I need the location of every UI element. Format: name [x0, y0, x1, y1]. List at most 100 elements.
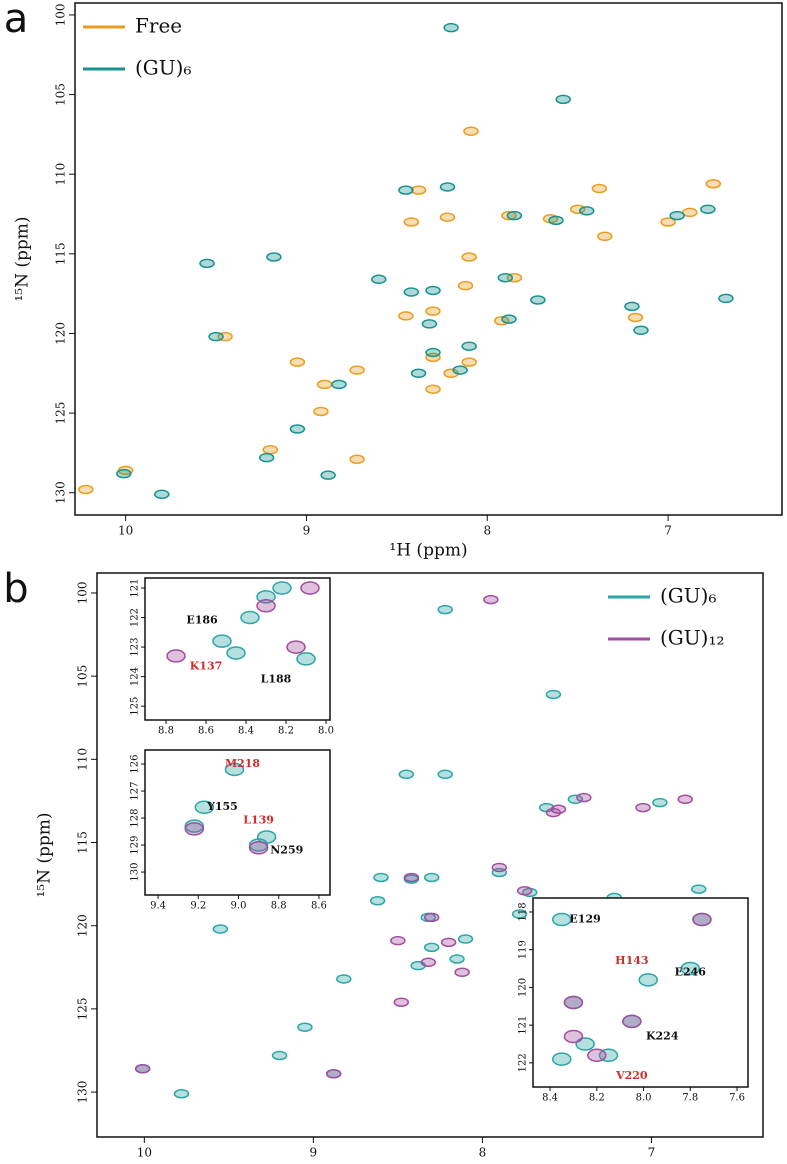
legend-label: (GU)₆: [135, 56, 191, 80]
x-tick-label: 9: [310, 1146, 318, 1160]
annotation: H143: [615, 954, 648, 967]
y-tick-label: 130: [76, 1081, 90, 1104]
x-tick-label: 9: [303, 524, 311, 538]
peak: [208, 331, 224, 342]
y-tick-label: 110: [76, 748, 90, 771]
y-tick-label: 125: [54, 402, 68, 425]
peak: [437, 604, 453, 615]
peaks: [551, 912, 712, 1066]
x-tick-label: 8: [483, 524, 491, 538]
inset: 8.4 8.2 8.0 7.8 7.6 118 119 120 121 122 E129 H143 E2…: [518, 897, 749, 1104]
peak: [691, 884, 707, 894]
peak: [622, 1014, 642, 1029]
peak: [682, 207, 698, 218]
peak: [296, 652, 316, 666]
inset: 9.4 9.2 9.0 8.8 8.6 126 127 128 129 130 M218 Y155 L1…: [130, 749, 331, 912]
peaks: [184, 762, 277, 855]
peak: [638, 973, 658, 987]
peak: [224, 762, 245, 777]
x-tick-label: 10: [118, 524, 133, 538]
peak: [457, 280, 474, 291]
peak: [680, 961, 701, 976]
y-tick-label: 122: [130, 608, 141, 627]
x-tick-label: 8.2: [589, 1093, 605, 1104]
peak: [184, 822, 205, 836]
annotation: E186: [186, 614, 218, 627]
peak: [576, 792, 592, 803]
peak: [289, 357, 306, 367]
y-tick-label: 105: [76, 665, 90, 688]
peak: [271, 1050, 288, 1061]
peak: [652, 797, 668, 808]
peak: [134, 1064, 151, 1074]
peak: [403, 287, 420, 297]
x-tick-label: 8.6: [198, 726, 214, 737]
peak: [635, 802, 651, 813]
peak: [420, 957, 437, 968]
peak: [511, 909, 528, 919]
peak: [563, 995, 584, 1010]
annotation: L188: [261, 673, 292, 686]
peak: [316, 379, 333, 390]
peak: [497, 272, 514, 283]
peak: [266, 252, 282, 262]
annotation: M218: [225, 757, 260, 770]
y-tick-label: 124: [130, 667, 141, 686]
peak: [258, 452, 275, 463]
peaks: [134, 594, 707, 1099]
y-tick-label: 121: [130, 578, 141, 597]
x-tick-label: 8.4: [542, 1093, 558, 1104]
peak: [551, 1052, 572, 1066]
peak: [501, 210, 517, 221]
peak: [555, 94, 571, 105]
peak: [398, 311, 414, 321]
annotation: E129: [569, 913, 600, 926]
peak: [421, 319, 438, 329]
peak: [78, 484, 94, 495]
legend-label: Free: [135, 14, 182, 38]
peak: [591, 183, 608, 194]
y-tick-label: 122: [518, 1053, 529, 1072]
peak: [212, 924, 229, 934]
y-tick-label: 130: [54, 481, 68, 504]
peak: [116, 468, 132, 479]
peak: [548, 215, 564, 226]
annotation: N259: [270, 843, 303, 856]
peak: [440, 937, 457, 948]
legend-label: (GU)₆: [660, 584, 716, 608]
peak: [461, 341, 477, 351]
peak: [173, 1088, 190, 1099]
peak: [423, 872, 440, 883]
peak: [423, 912, 440, 923]
peak: [627, 312, 644, 323]
peak: [166, 649, 186, 663]
peak: [289, 424, 306, 434]
peak: [530, 295, 546, 305]
peak: [506, 210, 523, 221]
peak: [240, 610, 260, 625]
y-axis-label: ¹⁵N (ppm): [35, 812, 55, 897]
y-tick-label: 120: [518, 978, 529, 997]
peak: [457, 934, 474, 944]
x-tick-label: 8.0: [318, 726, 334, 737]
peak: [669, 210, 685, 221]
x-tick-label: 8: [479, 1146, 487, 1160]
peak: [545, 689, 562, 700]
peak: [320, 470, 336, 480]
annotation: E246: [675, 965, 707, 978]
annotation: Y155: [206, 800, 238, 813]
peak: [425, 285, 441, 296]
peak: [403, 217, 420, 227]
y-tick-label: 119: [518, 940, 529, 959]
legend-label: (GU)₁₂: [660, 626, 724, 650]
x-tick-label: 9.0: [231, 901, 247, 912]
y-tick-label: 128: [130, 808, 141, 827]
peak: [226, 646, 246, 660]
peak: [423, 942, 440, 953]
annotation: K137: [190, 659, 223, 672]
x-tick-label: 9.4: [150, 901, 166, 912]
y-tick-label: 120: [54, 322, 68, 345]
x-tick-label: 9.2: [190, 901, 206, 912]
x-tick-label: 8.4: [238, 726, 254, 737]
